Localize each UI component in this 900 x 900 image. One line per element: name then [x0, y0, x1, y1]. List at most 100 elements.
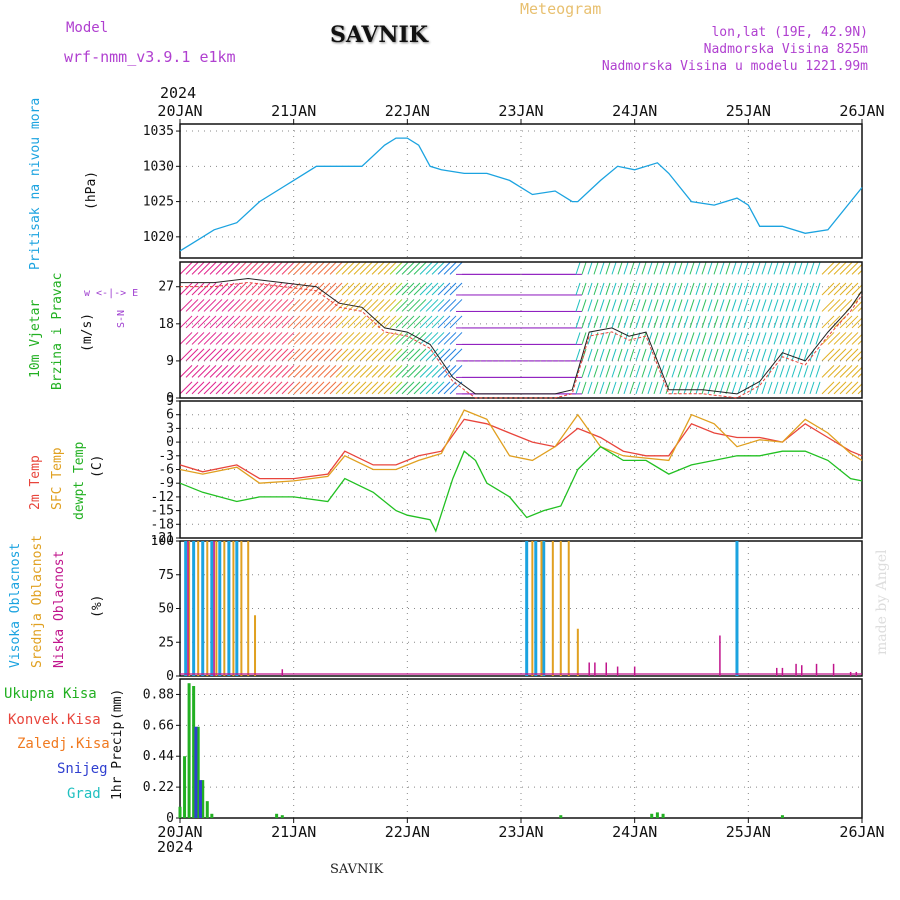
wind-barb	[251, 262, 265, 275]
cloud-bar-0	[735, 541, 739, 676]
wind-barb	[671, 365, 677, 378]
wind-barb	[197, 348, 211, 362]
wind-barb	[581, 315, 587, 329]
cloud-bar-2	[719, 635, 721, 676]
wind-barb	[629, 332, 635, 345]
wind-barb	[689, 315, 695, 329]
altitude-info: Nadmorska Visina 825m	[703, 42, 868, 57]
wind-barb	[833, 262, 847, 275]
wind-barb	[257, 315, 271, 329]
precip-legend-snow: Snijeg	[57, 761, 108, 777]
wind-barb	[587, 381, 593, 395]
cloud-bar-0	[192, 541, 196, 676]
wind-barb	[209, 315, 223, 329]
wind-barb	[647, 365, 653, 378]
wind-barb	[185, 299, 199, 312]
wind-barb	[413, 299, 427, 312]
page-title: SAVNIK	[330, 22, 428, 48]
wind-barb	[293, 315, 307, 329]
wind-barb	[383, 381, 397, 395]
cloud-bar-2	[616, 666, 619, 676]
wind-barb	[731, 315, 737, 329]
wind-barb	[245, 262, 259, 275]
wind-barb	[389, 348, 403, 362]
wind-barb	[773, 315, 779, 329]
wind-barb	[449, 299, 463, 312]
wind-barb	[365, 348, 379, 362]
wind-barb	[251, 381, 265, 395]
wind-barb	[251, 332, 265, 345]
wind-barb	[821, 348, 835, 362]
wind-barb	[665, 348, 671, 362]
wind-barb	[275, 381, 289, 395]
wind-barb	[599, 332, 605, 345]
wind-barb	[719, 262, 725, 275]
wind-barb	[851, 383, 862, 395]
cloud-bar-1	[559, 541, 562, 676]
wind-barb	[293, 381, 307, 395]
y-tick-label: -15	[151, 504, 174, 519]
wind-barb	[605, 348, 611, 362]
wind-barb	[575, 332, 581, 345]
wind-barb	[671, 315, 677, 329]
wind-barb	[743, 348, 749, 362]
wind-barb	[695, 365, 701, 378]
wind-barb	[323, 332, 337, 345]
wind-barb	[677, 348, 683, 362]
wind-barb	[401, 381, 415, 395]
wind-barb	[359, 299, 373, 312]
wind-barb	[233, 282, 247, 296]
wind-barb	[197, 315, 211, 329]
wind-barb	[395, 365, 409, 378]
wind-barb	[269, 262, 283, 275]
wind-barb	[371, 299, 385, 312]
wind-barb	[635, 315, 641, 329]
wind-barb	[275, 299, 289, 312]
wind-barb	[227, 365, 241, 378]
wind-barb	[449, 381, 463, 395]
wind-barb	[635, 299, 641, 312]
wind-barb	[365, 332, 379, 345]
wind-barb	[635, 348, 641, 362]
wind-barb	[761, 332, 767, 345]
wind-barb	[761, 348, 767, 362]
wind-barb	[623, 381, 629, 395]
wind-barb	[185, 365, 199, 378]
cloud-bar-2	[776, 667, 778, 676]
wind-barb	[833, 381, 847, 395]
wind-barb	[755, 365, 761, 378]
wind-barb	[221, 332, 235, 345]
panel-frame	[179, 540, 863, 677]
wind-barb	[299, 365, 313, 378]
wind-barb	[683, 365, 689, 378]
wind-barb	[695, 299, 701, 312]
wind-barb	[215, 332, 229, 345]
wind-barb	[191, 365, 205, 378]
wind-barb	[737, 262, 743, 275]
wind-barb	[821, 315, 835, 329]
wind-barb	[581, 282, 587, 296]
wind-barb	[263, 315, 277, 329]
wind-barb	[743, 262, 749, 275]
wind-barb	[401, 262, 415, 275]
y-tick-label: 50	[158, 602, 174, 617]
cloud-bar-0	[218, 541, 222, 676]
wind-barb	[821, 365, 835, 378]
precip-bar-0	[201, 780, 205, 818]
wind-barb	[707, 262, 713, 275]
wind-barb	[245, 348, 259, 362]
wind-barb	[701, 348, 707, 362]
wind-barb	[317, 299, 331, 312]
wind-barb	[233, 299, 247, 312]
wind-barb	[425, 332, 439, 345]
wind-barb	[239, 381, 253, 395]
x-day-label-bottom: 25JAN	[726, 823, 771, 841]
wind-barb	[575, 381, 581, 395]
wind-barb	[599, 365, 605, 378]
wind-barb	[665, 365, 671, 378]
wind-barb	[635, 262, 641, 275]
wind-barb	[293, 365, 307, 378]
wind-barb	[815, 315, 821, 329]
wind-barb	[293, 332, 307, 345]
cloud-bar-2	[281, 669, 284, 676]
